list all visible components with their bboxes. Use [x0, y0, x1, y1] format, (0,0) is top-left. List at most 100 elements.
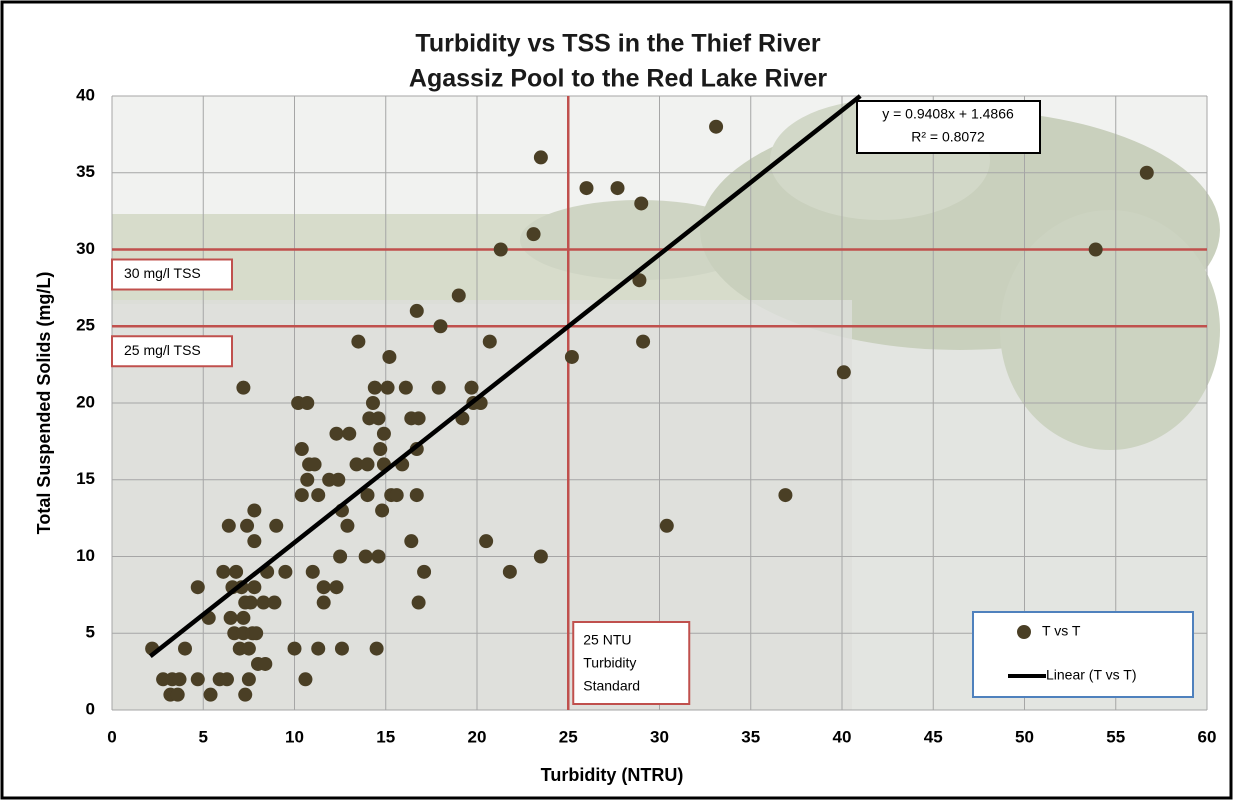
data-point — [311, 642, 325, 656]
data-point — [171, 688, 185, 702]
data-point — [317, 580, 331, 594]
data-point — [244, 596, 258, 610]
data-point — [335, 642, 349, 656]
legend-label: T vs T — [1042, 623, 1081, 639]
data-point — [837, 365, 851, 379]
x-tick-label: 55 — [1106, 727, 1125, 746]
x-axis-title: Turbidity (NTRU) — [541, 765, 684, 785]
x-tick-label: 25 — [559, 727, 578, 746]
data-point — [565, 350, 579, 364]
data-point — [317, 596, 331, 610]
data-point — [236, 611, 250, 625]
data-point — [229, 565, 243, 579]
data-point — [340, 519, 354, 533]
data-point — [709, 120, 723, 134]
data-point — [399, 381, 413, 395]
data-point — [240, 519, 254, 533]
data-point — [342, 427, 356, 441]
data-point — [366, 396, 380, 410]
data-point — [361, 457, 375, 471]
equation-text: y = 0.9408x + 1.4866 — [882, 106, 1014, 122]
data-point — [368, 381, 382, 395]
data-point — [412, 411, 426, 425]
legend-label: Linear (T vs T) — [1046, 667, 1137, 683]
data-point — [371, 550, 385, 564]
reference-label: Turbidity — [583, 655, 636, 671]
data-point — [503, 565, 517, 579]
data-point — [660, 519, 674, 533]
data-point — [1089, 243, 1103, 257]
data-point — [247, 580, 261, 594]
data-point — [370, 642, 384, 656]
data-point — [373, 442, 387, 456]
y-tick-label: 25 — [76, 316, 95, 335]
x-tick-label: 40 — [833, 727, 852, 746]
reference-label: 25 mg/l TSS — [124, 342, 201, 358]
x-tick-label: 60 — [1198, 727, 1217, 746]
x-tick-label: 45 — [924, 727, 943, 746]
data-point — [534, 550, 548, 564]
data-point — [300, 473, 314, 487]
data-point — [381, 381, 395, 395]
data-point — [191, 580, 205, 594]
data-point — [359, 550, 373, 564]
data-point — [375, 503, 389, 517]
data-point — [479, 534, 493, 548]
x-tick-label: 35 — [741, 727, 760, 746]
data-point — [382, 350, 396, 364]
reference-label: 25 NTU — [583, 632, 631, 648]
data-point — [224, 611, 238, 625]
data-point — [178, 642, 192, 656]
data-point — [222, 519, 236, 533]
reference-label: Standard — [583, 678, 640, 694]
data-point — [329, 580, 343, 594]
data-point — [216, 565, 230, 579]
data-point — [238, 688, 252, 702]
reference-label: 30 mg/l TSS — [124, 265, 201, 281]
data-point — [295, 442, 309, 456]
x-tick-label: 0 — [107, 727, 116, 746]
data-point — [410, 304, 424, 318]
data-point — [534, 150, 548, 164]
data-point — [494, 243, 508, 257]
data-point — [351, 335, 365, 349]
data-point — [258, 657, 272, 671]
data-point — [311, 488, 325, 502]
data-point — [410, 488, 424, 502]
data-point — [242, 672, 256, 686]
data-point — [247, 534, 261, 548]
x-tick-label: 10 — [285, 727, 304, 746]
x-tick-label: 20 — [468, 727, 487, 746]
legend-marker — [1017, 625, 1031, 639]
data-point — [404, 534, 418, 548]
data-point — [412, 596, 426, 610]
data-point — [306, 565, 320, 579]
x-tick-label: 50 — [1015, 727, 1034, 746]
data-point — [269, 519, 283, 533]
data-point — [249, 626, 263, 640]
data-point — [377, 427, 391, 441]
y-tick-label: 10 — [76, 546, 95, 565]
data-point — [267, 596, 281, 610]
y-tick-label: 0 — [86, 699, 95, 718]
data-point — [288, 642, 302, 656]
data-point — [220, 672, 234, 686]
data-point — [242, 642, 256, 656]
data-point — [634, 196, 648, 210]
chart-title: Turbidity vs TSS in the Thief River — [415, 30, 820, 58]
y-axis-title: Total Suspended Solids (mg/L) — [34, 272, 54, 535]
data-point — [333, 550, 347, 564]
y-tick-label: 5 — [86, 623, 95, 642]
x-tick-label: 30 — [650, 727, 669, 746]
legend-box — [973, 612, 1193, 697]
data-point — [434, 319, 448, 333]
data-point — [191, 672, 205, 686]
data-point — [636, 335, 650, 349]
data-point — [452, 289, 466, 303]
data-point — [778, 488, 792, 502]
chart-subtitle: Agassiz Pool to the Red Lake River — [409, 65, 827, 93]
data-point — [173, 672, 187, 686]
data-point — [300, 396, 314, 410]
data-point — [432, 381, 446, 395]
data-point — [329, 427, 343, 441]
